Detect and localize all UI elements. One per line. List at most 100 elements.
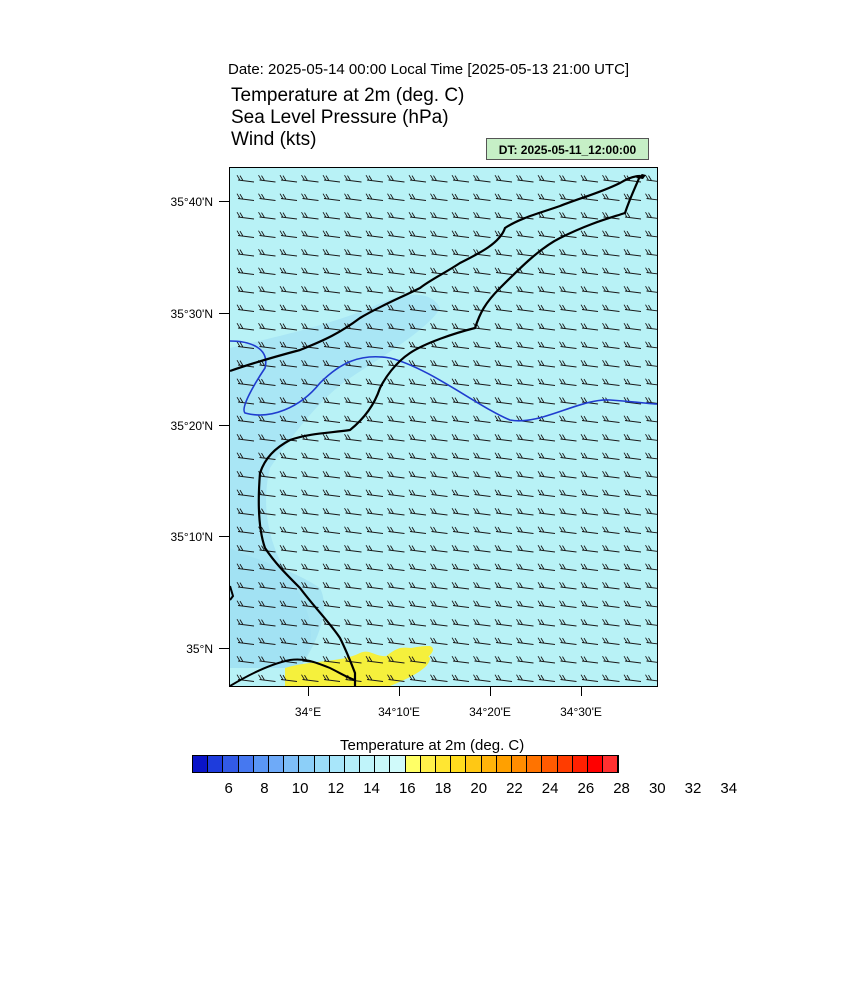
wind-barb xyxy=(365,359,384,368)
wind-barb xyxy=(322,433,341,442)
wind-barb xyxy=(559,544,577,553)
wind-barb xyxy=(516,285,534,294)
wind-barb xyxy=(645,452,657,460)
wind-barb xyxy=(236,563,255,571)
wind-barb xyxy=(602,433,620,442)
wind-barb xyxy=(258,637,276,645)
wind-barb xyxy=(623,248,642,257)
wind-barb xyxy=(451,193,470,201)
wind-barb xyxy=(451,526,470,534)
wind-barb xyxy=(473,378,491,386)
colorbar-tick-label: 18 xyxy=(434,780,452,797)
wind-barb xyxy=(645,285,657,293)
wind-barb xyxy=(408,470,427,479)
wind-barb xyxy=(430,655,448,664)
wind-barb xyxy=(408,415,427,423)
wind-barb xyxy=(430,489,448,497)
wind-barb xyxy=(451,248,470,257)
wind-barb xyxy=(602,452,620,460)
wind-barb xyxy=(451,359,470,368)
wind-barb xyxy=(516,674,534,682)
wind-barb xyxy=(430,285,448,294)
wind-barb xyxy=(602,507,620,516)
wind-barb xyxy=(344,470,362,479)
colorbar xyxy=(192,755,620,773)
lon-label-34-30: 34°30'E xyxy=(560,705,602,719)
wind-barb xyxy=(473,507,491,516)
wind-barb xyxy=(322,600,341,608)
wind-barb xyxy=(451,230,470,238)
wind-barb xyxy=(322,655,341,664)
wind-barb xyxy=(559,415,577,423)
wind-barb xyxy=(602,489,620,497)
wind-barb xyxy=(623,452,642,460)
wind-barb xyxy=(408,637,427,645)
wind-barb xyxy=(258,600,276,608)
wind-barb xyxy=(322,396,341,405)
lat-tick xyxy=(219,536,229,537)
wind-barb xyxy=(559,359,577,368)
wind-barb xyxy=(430,618,448,627)
wind-barb xyxy=(430,174,448,183)
wind-barb xyxy=(473,618,491,627)
wind-barb xyxy=(580,618,599,627)
wind-barb xyxy=(301,304,319,312)
wind-barb xyxy=(645,544,657,552)
colorbar-cell xyxy=(238,756,254,772)
wind-barb xyxy=(451,674,470,682)
wind-barb xyxy=(236,341,255,349)
wind-barb xyxy=(365,322,384,331)
wind-barb xyxy=(451,600,470,608)
wind-barb xyxy=(365,378,384,386)
colorbar-cell xyxy=(572,756,588,772)
wind-barb xyxy=(322,193,341,201)
wind-barb xyxy=(580,674,599,682)
wind-barb xyxy=(322,341,341,349)
wind-barb xyxy=(559,211,577,220)
wind-barb xyxy=(494,600,513,608)
wind-barb xyxy=(537,581,556,590)
wind-barb xyxy=(473,637,491,645)
wind-barb xyxy=(559,341,577,349)
wind-barb xyxy=(279,507,298,516)
wind-barb xyxy=(559,396,577,405)
wind-barb xyxy=(451,655,470,664)
wind-barb xyxy=(258,267,276,275)
wind-barb xyxy=(365,341,384,349)
wind-barb xyxy=(494,452,513,460)
colorbar-tick-label: 6 xyxy=(224,780,233,797)
wind-barb xyxy=(494,655,513,664)
wind-barb xyxy=(473,563,491,571)
wind-barb xyxy=(279,470,298,479)
wind-barb xyxy=(494,378,513,386)
wind-barb xyxy=(236,526,255,534)
wind-barb xyxy=(279,415,298,423)
wind-barb xyxy=(236,378,255,386)
wind-barb xyxy=(473,544,491,553)
wind-barb xyxy=(344,396,362,405)
wind-barb xyxy=(537,174,556,183)
coastline-south xyxy=(230,658,356,686)
wind-barb xyxy=(408,581,427,590)
wind-barb xyxy=(387,489,405,497)
wind-barb xyxy=(623,563,642,571)
wind-barb xyxy=(473,415,491,423)
wind-barb xyxy=(494,563,513,571)
wind-barb xyxy=(365,544,384,553)
wind-barb xyxy=(451,285,470,294)
wind-barb xyxy=(559,285,577,294)
wind-barb xyxy=(258,581,276,590)
wind-barb xyxy=(430,322,448,331)
wind-barb xyxy=(279,600,298,608)
wind-barb xyxy=(645,230,657,238)
wind-barb xyxy=(279,526,298,534)
wind-barb xyxy=(322,489,341,497)
wind-barb xyxy=(580,378,599,386)
wind-barb xyxy=(387,396,405,405)
wind-barb xyxy=(387,618,405,627)
wind-barb xyxy=(236,248,255,257)
wind-barb xyxy=(387,544,405,553)
wind-barb xyxy=(322,230,341,238)
wind-barb xyxy=(537,637,556,645)
wind-barb xyxy=(645,359,657,367)
